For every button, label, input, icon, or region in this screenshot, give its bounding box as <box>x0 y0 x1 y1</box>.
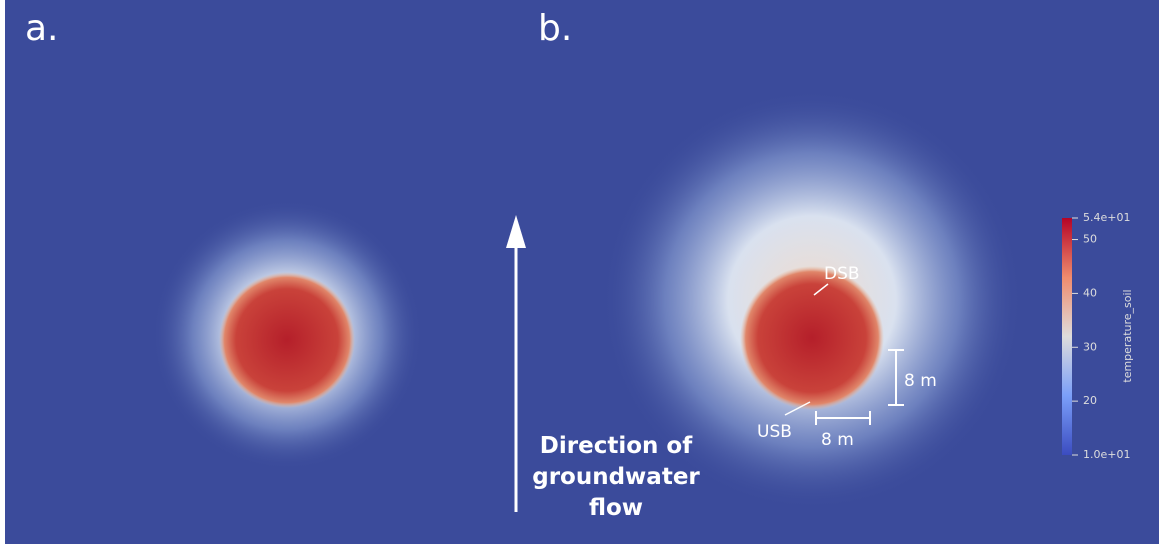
tick-label: 20 <box>1083 394 1097 407</box>
tick-label: 1.0e+01 <box>1083 448 1130 461</box>
scale-bar <box>815 349 904 425</box>
scale-label: 8 m <box>904 371 937 391</box>
leader <box>813 283 829 296</box>
flow-label: Direction of <box>540 433 693 459</box>
tick-label: 5.4e+01 <box>1083 211 1130 224</box>
arrow-head <box>506 215 526 248</box>
usb-label: USB <box>757 422 792 442</box>
tick-label: 40 <box>1083 286 1097 299</box>
flow-label: flow <box>589 495 643 521</box>
tick-label: 30 <box>1083 340 1097 353</box>
tick-label: 50 <box>1083 233 1097 246</box>
colorbar <box>1062 218 1072 455</box>
colorbar-title: temperature_soil <box>1121 289 1134 382</box>
core-a <box>219 272 355 408</box>
flow-label: groundwater <box>532 464 700 490</box>
core-b <box>740 266 884 410</box>
dsb-label: DSB <box>824 264 860 284</box>
panel-label: a. <box>25 8 59 49</box>
leader <box>784 401 811 416</box>
scale-label: 8 m <box>821 430 854 450</box>
panel-label: b. <box>538 8 572 49</box>
